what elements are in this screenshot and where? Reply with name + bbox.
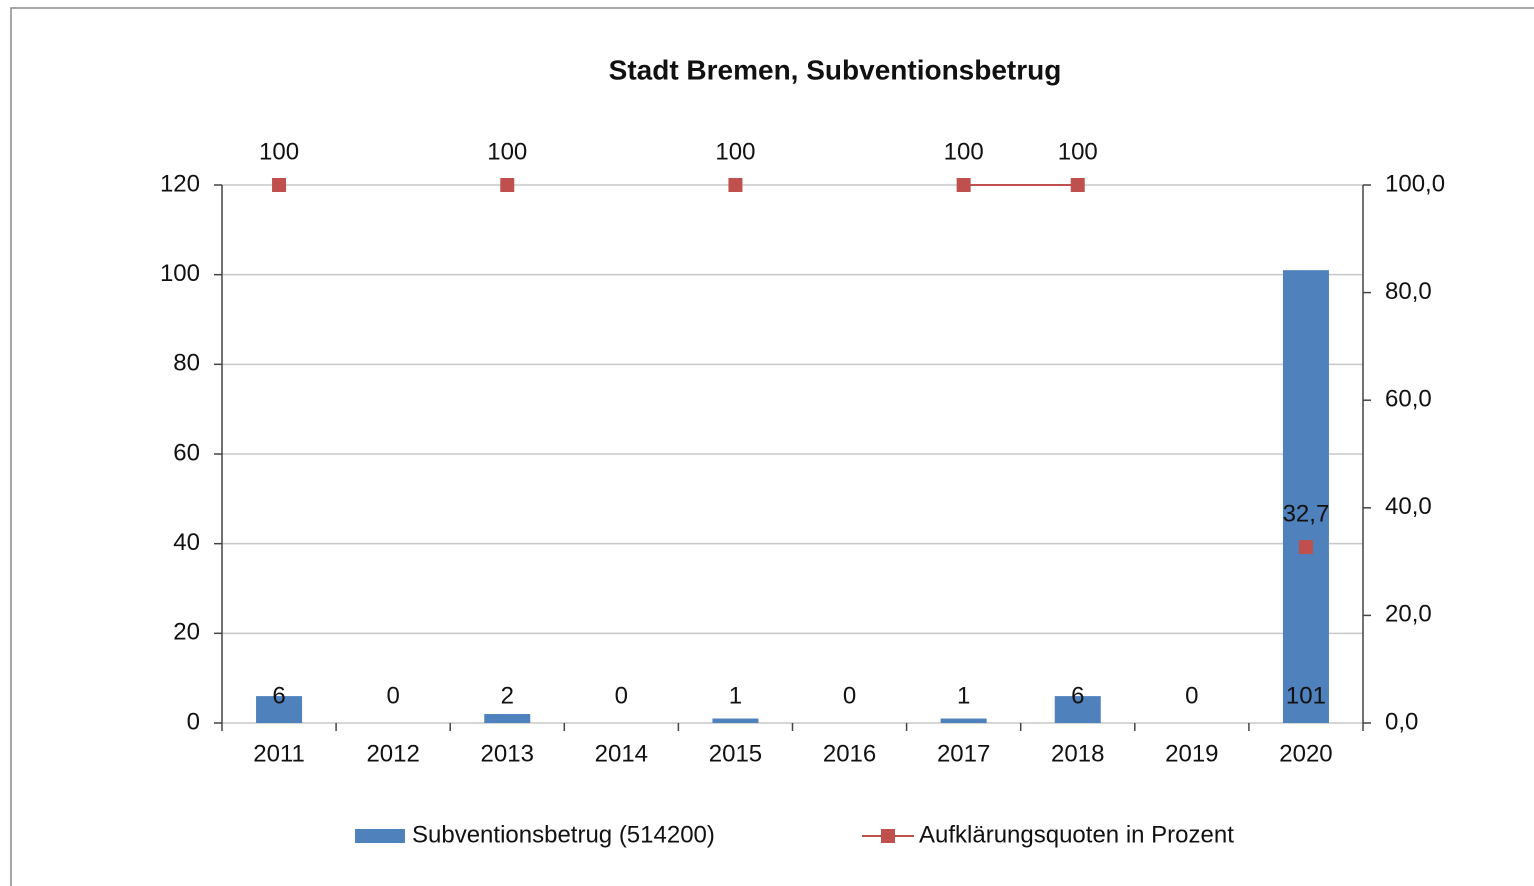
x-tick-label: 2011 [253, 740, 305, 767]
bar [1282, 270, 1329, 723]
line-marker [956, 178, 971, 192]
x-tick-label: 2018 [1051, 740, 1104, 767]
bar-value-label: 1 [957, 682, 970, 709]
bar-value-label: 2 [501, 682, 514, 709]
bar [256, 696, 303, 723]
x-tick-label: 2019 [1165, 740, 1218, 767]
x-tick-label: 2012 [366, 740, 419, 767]
bar [1054, 696, 1101, 723]
x-tick-label: 2013 [481, 740, 534, 767]
line-marker [272, 178, 287, 192]
x-tick-label: 2014 [595, 740, 648, 767]
bar-value-label: 1 [729, 682, 742, 709]
y2-tick-label: 20,0 [1385, 601, 1432, 628]
line-marker [500, 178, 515, 192]
bar-value-label: 101 [1286, 682, 1326, 709]
bar-value-label: 6 [1071, 682, 1084, 709]
legend-swatch [881, 829, 895, 843]
bar-value-label: 0 [386, 682, 399, 709]
bar-value-label: 0 [615, 682, 628, 709]
y2-tick-label: 60,0 [1385, 386, 1432, 413]
y-tick-label: 100 [160, 260, 200, 287]
line-value-label: 32,7 [1283, 500, 1330, 527]
bar-value-label: 0 [843, 682, 856, 709]
line-marker [1298, 540, 1313, 555]
bar-value-label: 0 [1185, 682, 1198, 709]
x-tick-label: 2017 [937, 740, 990, 767]
bar [940, 718, 987, 723]
y-tick-label: 40 [173, 529, 200, 556]
x-tick-label: 2020 [1279, 740, 1332, 767]
x-tick-label: 2015 [709, 740, 762, 767]
legend-label: Subventionsbetrug (514200) [412, 821, 715, 848]
y2-tick-label: 40,0 [1385, 493, 1432, 520]
y-tick-label: 20 [173, 619, 200, 646]
legend-label: Aufklärungsquoten in Prozent [919, 821, 1234, 848]
y-tick-label: 80 [173, 350, 200, 377]
y-tick-label: 60 [173, 439, 200, 466]
bar-value-label: 6 [272, 682, 285, 709]
legend-swatch [355, 829, 405, 843]
chart-title: Stadt Bremen, Subventionsbetrug [609, 54, 1062, 85]
y2-tick-label: 0,0 [1385, 708, 1418, 735]
y-tick-label: 0 [187, 708, 200, 735]
line-value-label: 100 [259, 138, 299, 165]
y2-tick-label: 80,0 [1385, 278, 1432, 305]
line-marker [728, 178, 743, 192]
y-tick-label: 120 [160, 170, 200, 197]
line-value-label: 100 [487, 138, 527, 165]
bar [484, 714, 531, 723]
line-value-label: 100 [944, 138, 984, 165]
line-value-label: 100 [1058, 138, 1098, 165]
x-tick-label: 2016 [823, 740, 876, 767]
line-value-label: 100 [715, 138, 755, 165]
y2-tick-label: 100,0 [1385, 170, 1445, 197]
chart-frame [10, 7, 1534, 886]
line-marker [1070, 178, 1085, 192]
bar [712, 718, 759, 723]
